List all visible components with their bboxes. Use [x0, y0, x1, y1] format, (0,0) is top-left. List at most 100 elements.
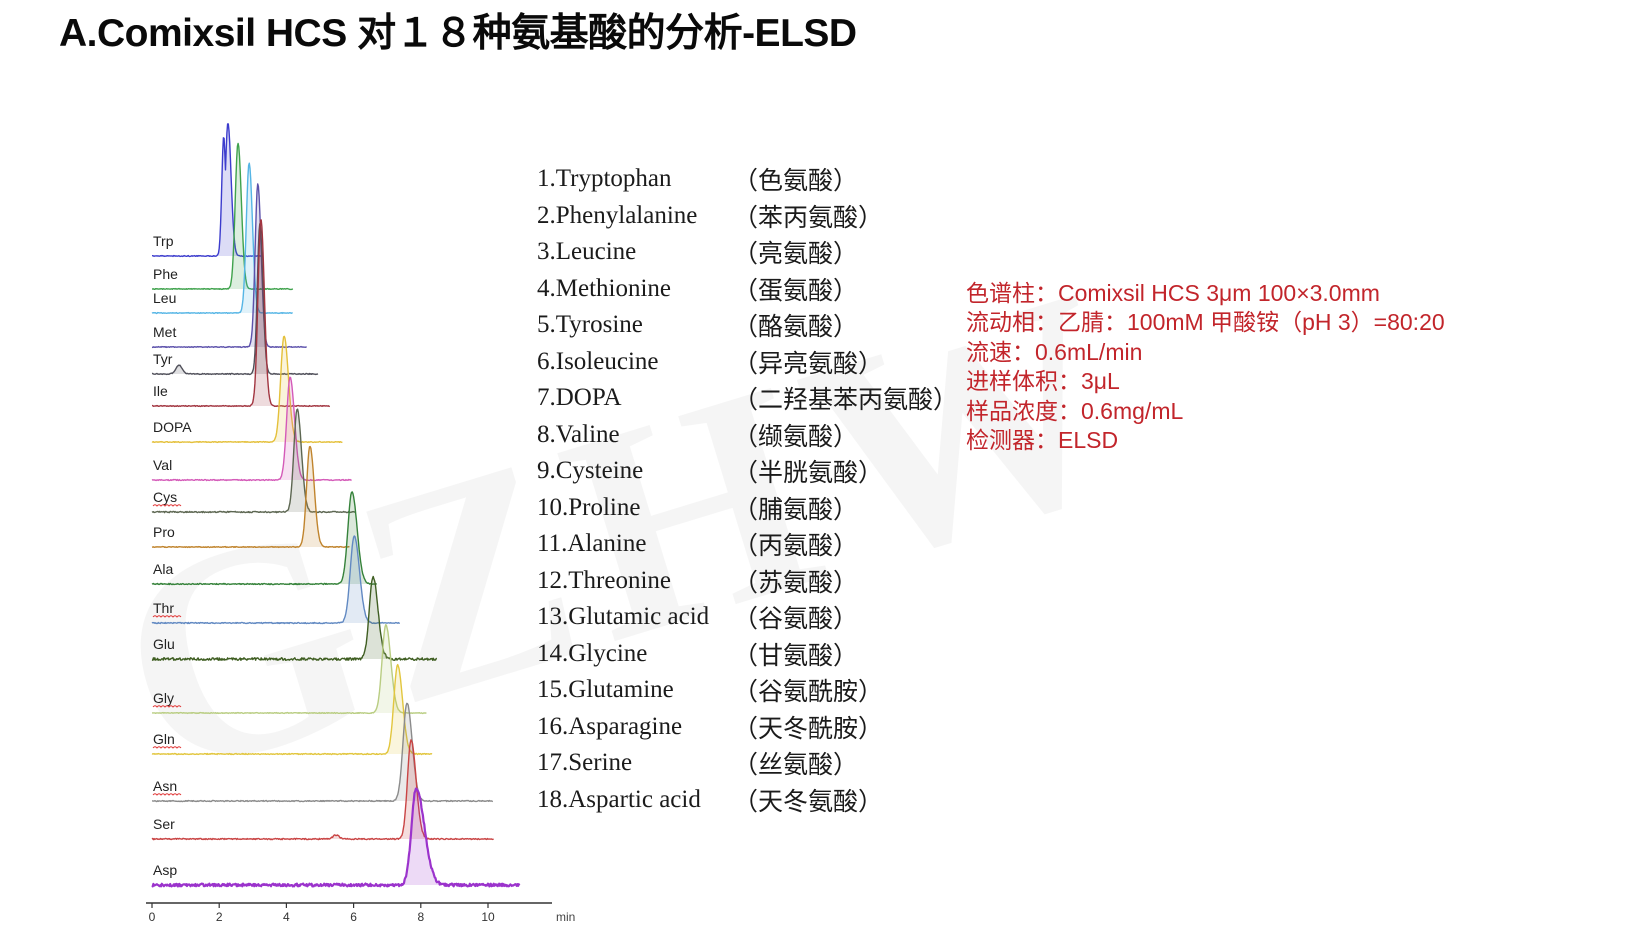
spellcheck-squiggle	[152, 504, 182, 507]
trace-label-trp: Trp	[153, 233, 174, 249]
list-item: 11.Alanine （丙氨酸）	[537, 526, 957, 563]
x-axis-tick-label: 0	[149, 910, 156, 924]
trace-fill-asp	[152, 788, 520, 887]
trace-label-leu: Leu	[153, 290, 176, 306]
trace-line-pro	[151, 445, 350, 549]
condition-line: 流速：0.6mL/min	[966, 338, 1143, 365]
list-item: 2.Phenylalanine （苯丙氨酸）	[537, 198, 957, 235]
spellcheck-squiggle	[152, 746, 182, 749]
chromatogram-figure: Trp Phe Leu Met Tyr Ile DOPA Val Cys Pro Ala Thr Glu…	[0, 0, 620, 928]
aa-english-name: 1.Tryptophan	[537, 165, 672, 193]
list-item: 10.Proline （脯氨酸）	[537, 490, 957, 527]
aa-english-name: 18.Aspartic acid	[537, 785, 701, 813]
list-item: 7.DOPA （二羟基苯丙氨酸）	[537, 380, 959, 417]
page-title: A.Comixsil HCS 对１８种氨基酸的分析-ELSD	[59, 12, 857, 55]
aa-english-name: 8.Valine	[537, 420, 620, 448]
x-axis-tick-label: 8	[417, 910, 424, 924]
aa-chinese-name: （色氨酸）	[733, 168, 859, 196]
trace-label-asn: Asn	[153, 778, 177, 794]
trace-line-val	[151, 376, 352, 482]
aa-chinese-name: （天冬氨酸）	[733, 788, 884, 816]
trace-label-ser: Ser	[153, 816, 175, 832]
aa-chinese-name: （异亮氨酸）	[733, 350, 884, 378]
trace-label-tyr: Tyr	[153, 351, 173, 367]
condition-line: 色谱柱：Comixsil HCS 3μm 100×3.0mm	[966, 280, 1380, 306]
trace-fill-asn	[152, 703, 493, 802]
aa-chinese-name: （缬氨酸）	[733, 423, 859, 451]
aa-english-name: 11.Alanine	[537, 530, 647, 558]
aa-english-name: 16.Asparagine	[537, 712, 683, 740]
trace-label-gly: Gly	[153, 690, 174, 706]
trace-line-ser	[151, 739, 494, 841]
condition-line: 流动相：乙腈：100mM 甲酸铵（pH 3）=80:20	[966, 309, 1445, 336]
trace-fill-ala	[152, 491, 377, 585]
list-item: 3.Leucine （亮氨酸）	[537, 234, 957, 271]
trace-label-dopa: DOPA	[153, 419, 192, 435]
trace-line-glu	[151, 575, 437, 661]
aa-chinese-name: （半胱氨酸）	[733, 460, 884, 488]
aa-english-name: 7.DOPA	[537, 384, 622, 412]
trace-fill-thr	[152, 536, 400, 624]
trace-fill-glu	[152, 576, 437, 661]
trace-label-phe: Phe	[153, 266, 178, 282]
spellcheck-squiggle	[152, 705, 182, 708]
aa-chinese-name: （酪氨酸）	[733, 314, 859, 342]
trace-label-thr: Thr	[153, 600, 174, 616]
list-item: 6.Isoleucine （异亮氨酸）	[537, 344, 957, 381]
trace-label-ala: Ala	[153, 561, 173, 577]
aa-english-name: 14.Glycine	[537, 639, 648, 667]
spellcheck-squiggle	[152, 793, 182, 796]
trace-line-leu	[151, 162, 293, 315]
x-axis-tick-label: 6	[350, 910, 357, 924]
aa-english-name: 4.Methionine	[537, 274, 672, 302]
trace-label-gln: Gln	[153, 731, 175, 747]
list-item: 18.Aspartic acid （天冬氨酸）	[537, 782, 957, 819]
trace-fill-pro	[152, 446, 350, 548]
aa-chinese-name: （甘氨酸）	[733, 642, 859, 670]
list-item: 14.Glycine （甘氨酸）	[537, 636, 957, 673]
trace-line-cys	[151, 408, 356, 514]
aa-english-name: 12.Threonine	[537, 566, 671, 594]
list-item: 15.Glutamine （谷氨酰胺）	[537, 672, 957, 709]
amino-acid-list: 1.Tryptophan （色氨酸） 2.Phenylalanine （苯丙氨酸） 3.…	[537, 161, 959, 819]
trace-label-val: Val	[153, 457, 172, 473]
aa-chinese-name: （苯丙氨酸）	[733, 204, 884, 232]
x-axis-tick-label: 2	[216, 910, 223, 924]
trace-label-glu: Glu	[153, 636, 175, 652]
list-item: 13.Glutamic acid （谷氨酸）	[537, 599, 957, 636]
chromatogram-svg: Trp Phe Leu Met Tyr Ile DOPA Val Cys Pro Ala Thr Glu…	[146, 123, 575, 924]
aa-chinese-name: （脯氨酸）	[733, 496, 859, 524]
aa-english-name: 17.Serine	[537, 749, 633, 777]
x-axis-tick-label: 10	[481, 910, 495, 924]
trace-fill-gly	[152, 624, 427, 714]
trace-label-asp: Asp	[153, 862, 177, 878]
trace-label-met: Met	[153, 324, 176, 340]
analysis-conditions: 色谱柱：Comixsil HCS 3μm 100×3.0mm 流动相：乙腈：100…	[966, 279, 1445, 455]
aa-english-name: 15.Glutamine	[537, 676, 674, 704]
list-item: 12.Threonine （苏氨酸）	[537, 563, 957, 600]
aa-english-name: 3.Leucine	[537, 238, 637, 266]
aa-chinese-name: （谷氨酰胺）	[733, 679, 884, 707]
trace-line-tyr	[151, 223, 319, 376]
condition-line: 进样体积：3μL	[966, 368, 1120, 395]
trace-line-ile	[152, 219, 331, 408]
trace-label-ile: Ile	[153, 383, 168, 399]
aa-english-name: 2.Phenylalanine	[537, 201, 698, 229]
aa-english-name: 10.Proline	[537, 493, 641, 521]
trace-line-dopa	[151, 335, 343, 444]
spellcheck-squiggle	[152, 615, 182, 618]
aa-chinese-name: （二羟基苯丙氨酸）	[733, 387, 959, 415]
trace-line-gln	[151, 663, 433, 756]
trace-line-thr	[151, 535, 400, 625]
aa-english-name: 13.Glutamic acid	[537, 603, 710, 631]
aa-chinese-name: （谷氨酸）	[733, 606, 859, 634]
x-axis-unit-label: min	[556, 910, 575, 924]
aa-chinese-name: （苏氨酸）	[733, 569, 859, 597]
list-item: 4.Methionine （蛋氨酸）	[537, 271, 957, 308]
trace-line-met	[151, 183, 307, 349]
list-item: 5.Tyrosine （酪氨酸）	[537, 307, 957, 344]
list-item: 1.Tryptophan （色氨酸）	[537, 161, 957, 198]
trace-fill-gln	[152, 664, 432, 755]
trace-line-ala	[151, 491, 378, 586]
trace-label-cys: Cys	[153, 489, 177, 505]
